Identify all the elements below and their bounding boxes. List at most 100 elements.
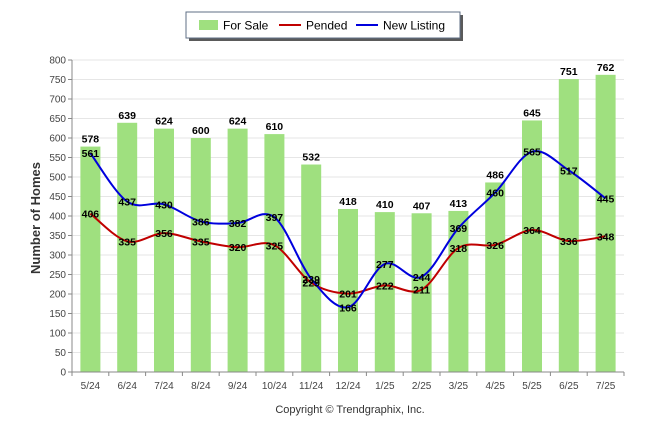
pended-line — [89, 212, 606, 295]
x-tick-label: 7/25 — [596, 381, 616, 392]
new-listing-line — [89, 150, 607, 309]
pended-value-label: 336 — [560, 236, 578, 248]
y-axis-title: Number of Homes — [28, 162, 43, 274]
bar — [264, 134, 285, 372]
y-tick-label: 200 — [49, 290, 66, 301]
legend: For Sale Pended New Listing — [185, 11, 463, 41]
pended-value-label: 325 — [266, 240, 284, 252]
y-tick-label: 300 — [49, 251, 66, 262]
new-listing-value-label: 517 — [560, 165, 578, 177]
y-tick-label: 600 — [49, 134, 66, 145]
bar-value-label: 751 — [560, 66, 578, 78]
new-listing-value-label: 166 — [339, 302, 357, 314]
legend-label-new-listing: New Listing — [383, 19, 445, 33]
pended-value-label: 222 — [376, 280, 394, 292]
x-tick-label: 5/25 — [522, 381, 542, 392]
y-tick-label: 650 — [49, 114, 66, 125]
x-tick-label: 12/24 — [335, 381, 360, 392]
bar — [338, 208, 358, 372]
new-listing-value-label: 437 — [118, 197, 136, 209]
pended-value-label: 211 — [413, 285, 430, 297]
bar-value-label: 639 — [118, 110, 136, 122]
bar-value-label: 532 — [302, 152, 320, 164]
pended-value-label: 364 — [523, 225, 541, 237]
pended-value-label: 335 — [192, 236, 210, 248]
bar-value-label: 645 — [523, 107, 541, 119]
x-axis: 5/24 6/24 7/24 8/24 9/24 10/24 11/24 12/24 1/25 2… — [71, 371, 625, 392]
y-tick-label: 100 — [49, 329, 66, 340]
bar-value-label: 486 — [486, 169, 504, 181]
bar-value-label: 407 — [413, 200, 431, 212]
data-labels: 578 639 624 600 624 610 532 418 410 407 413 486 645 7… — [82, 62, 615, 314]
pended-value-label: 356 — [155, 228, 173, 240]
y-tick-label: 450 — [49, 192, 66, 203]
legend-swatch-for-sale — [199, 20, 218, 30]
new-listing-value-label: 561 — [82, 148, 100, 160]
legend-box — [185, 11, 461, 39]
bar — [411, 213, 432, 372]
y-tick-label: 800 — [49, 56, 66, 67]
new-listing-value-label: 565 — [523, 147, 541, 159]
y-tick-label: 150 — [49, 309, 66, 320]
y-tick-label: 500 — [49, 173, 66, 184]
bar-value-label: 600 — [192, 125, 210, 137]
x-tick-label: 4/25 — [485, 381, 505, 392]
bar — [558, 79, 579, 373]
y-tick-label: 750 — [49, 75, 66, 86]
x-tick-label: 6/25 — [559, 381, 579, 392]
new-listing-value-label: 386 — [192, 216, 210, 228]
x-tick-label: 10/24 — [262, 381, 287, 392]
pended-value-label: 326 — [486, 240, 504, 252]
new-listing-value-label: 244 — [413, 272, 431, 284]
y-tick-label: 400 — [49, 212, 66, 223]
y-tick-label: 550 — [49, 153, 66, 164]
new-listing-value-label: 460 — [486, 188, 504, 200]
pended-value-label: 229 — [302, 278, 320, 290]
x-tick-label: 6/24 — [117, 381, 137, 392]
x-tick-label: 2/25 — [412, 381, 432, 392]
new-listing-value-label: 445 — [597, 193, 615, 205]
pended-value-label: 335 — [118, 236, 136, 248]
x-tick-label: 1/25 — [375, 381, 395, 392]
bar-value-label: 624 — [229, 116, 247, 128]
bar — [522, 120, 542, 372]
bar — [80, 146, 101, 372]
new-listing-value-label: 277 — [376, 259, 394, 271]
bar-value-label: 610 — [266, 121, 284, 133]
legend-label-for-sale: For Sale — [223, 19, 269, 33]
y-tick-label: 250 — [49, 270, 66, 281]
bar — [190, 138, 211, 372]
pended-value-label: 320 — [229, 242, 247, 254]
x-tick-label: 11/24 — [299, 381, 324, 392]
bar — [117, 122, 138, 372]
y-tick-label: 0 — [60, 368, 66, 379]
y-tick-label: 50 — [55, 348, 67, 359]
pended-value-label: 348 — [597, 231, 615, 243]
y-tick-label: 700 — [49, 95, 66, 106]
bar — [154, 128, 174, 372]
legend-label-pended: Pended — [306, 19, 347, 33]
bar — [485, 182, 506, 372]
x-tick-label: 7/24 — [154, 381, 174, 392]
x-tick-label: 9/24 — [228, 381, 248, 392]
pended-value-label: 318 — [450, 243, 468, 255]
pended-value-label: 406 — [82, 209, 100, 221]
copyright-text: Copyright © Trendgraphix, Inc. — [275, 404, 424, 416]
new-listing-value-label: 397 — [266, 212, 284, 224]
new-listing-value-label: 239 — [302, 274, 320, 286]
y-tick-label: 350 — [49, 231, 66, 242]
bar-value-label: 578 — [82, 134, 100, 146]
bar — [595, 74, 616, 372]
bar-value-label: 624 — [155, 116, 173, 128]
new-listing-value-label: 430 — [155, 199, 173, 211]
bar-value-label: 410 — [376, 199, 394, 211]
new-listing-value-label: 382 — [229, 218, 247, 230]
bar-value-label: 413 — [450, 198, 468, 210]
pended-value-label: 201 — [339, 289, 357, 301]
new-listing-value-label: 369 — [450, 223, 468, 235]
bar — [227, 128, 248, 372]
y-axis: 0 50 100 150 200 250 300 350 400 450 500 550 600 650 7… — [49, 56, 73, 379]
bar-value-label: 762 — [597, 62, 615, 74]
x-tick-label: 8/24 — [191, 381, 211, 392]
